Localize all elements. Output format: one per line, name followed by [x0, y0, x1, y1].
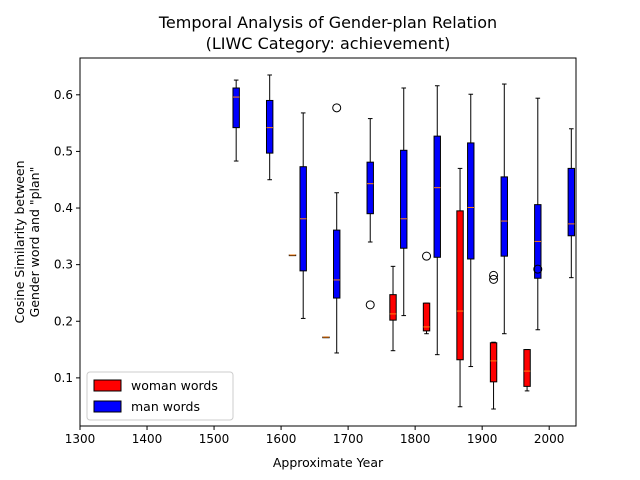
outlier-point: [489, 270, 499, 280]
x-tick-label: 1700: [333, 432, 364, 446]
y-axis: 0.1 0.2 0.3 0.4 0.5 0.6: [54, 88, 80, 385]
box-man: [467, 93, 475, 368]
box-body: [500, 176, 508, 257]
legend-swatch-woman: [93, 379, 122, 392]
box-woman: [422, 251, 432, 335]
y-tick-label: 0.4: [54, 201, 73, 215]
box-man: [365, 118, 375, 310]
chart-title-line-1: Temporal Analysis of Gender-plan Relatio…: [158, 13, 497, 32]
legend-frame: [86, 371, 234, 421]
box-man: [332, 103, 342, 354]
x-tick-label: 1300: [65, 432, 96, 446]
y-axis-label-line-1: Cosine Similarity between: [12, 160, 27, 323]
box-man: [299, 112, 307, 319]
box-man: [433, 85, 441, 356]
box-man: [500, 83, 508, 335]
plot-frame: [79, 57, 577, 427]
x-tick-label: 1800: [400, 432, 431, 446]
y-tick-label: 0.1: [54, 371, 73, 385]
box-body: [232, 87, 240, 129]
x-tick-label: 1900: [467, 432, 498, 446]
y-tick-label: 0.6: [54, 88, 73, 102]
box-woman: [489, 270, 499, 410]
box-body: [567, 167, 576, 237]
y-axis-label-line-2: Gender word and "plan": [27, 167, 42, 318]
box-woman: [389, 265, 397, 352]
box-body: [467, 142, 475, 260]
box-body: [265, 99, 274, 154]
legend-swatch-man: [93, 400, 122, 413]
legend-label-woman: woman words: [131, 378, 218, 393]
y-tick-label: 0.3: [54, 258, 73, 272]
box-body: [422, 302, 431, 332]
box-body: [400, 149, 408, 249]
y-tick-label: 0.5: [54, 144, 73, 158]
box-man: [567, 128, 576, 279]
box-man: [400, 87, 408, 317]
x-tick-label: 1500: [199, 432, 230, 446]
box-body: [433, 135, 441, 258]
box-body: [333, 229, 341, 299]
box-body: [389, 294, 397, 321]
plot-area: [232, 74, 576, 410]
x-tick-label: 1600: [266, 432, 297, 446]
x-tick-label: 1400: [132, 432, 163, 446]
legend-label-man: man words: [131, 399, 200, 414]
box-body: [523, 349, 531, 387]
outlier-point: [332, 103, 342, 113]
box-woman: [288, 254, 297, 257]
box-body: [456, 210, 464, 361]
box-body: [366, 161, 374, 215]
outlier-point: [365, 300, 375, 310]
box-body: [489, 342, 498, 383]
y-tick-label: 0.2: [54, 314, 73, 328]
x-tick-label: 2000: [534, 432, 565, 446]
box-woman: [456, 167, 464, 408]
legend: woman words man words: [86, 371, 234, 421]
x-axis: 1300 1400 1500 1600 1700 1800 1900 2000: [65, 426, 565, 446]
chart-title-line-2: (LIWC Category: achievement): [206, 34, 451, 53]
box-woman: [322, 336, 330, 339]
outlier-point: [489, 274, 499, 284]
box-woman: [523, 349, 531, 392]
outlier-point: [422, 251, 432, 261]
x-axis-label: Approximate Year: [273, 455, 384, 470]
outlier-point: [533, 264, 543, 274]
box-man: [533, 97, 543, 331]
box-man: [232, 79, 240, 162]
box-man: [265, 74, 274, 181]
